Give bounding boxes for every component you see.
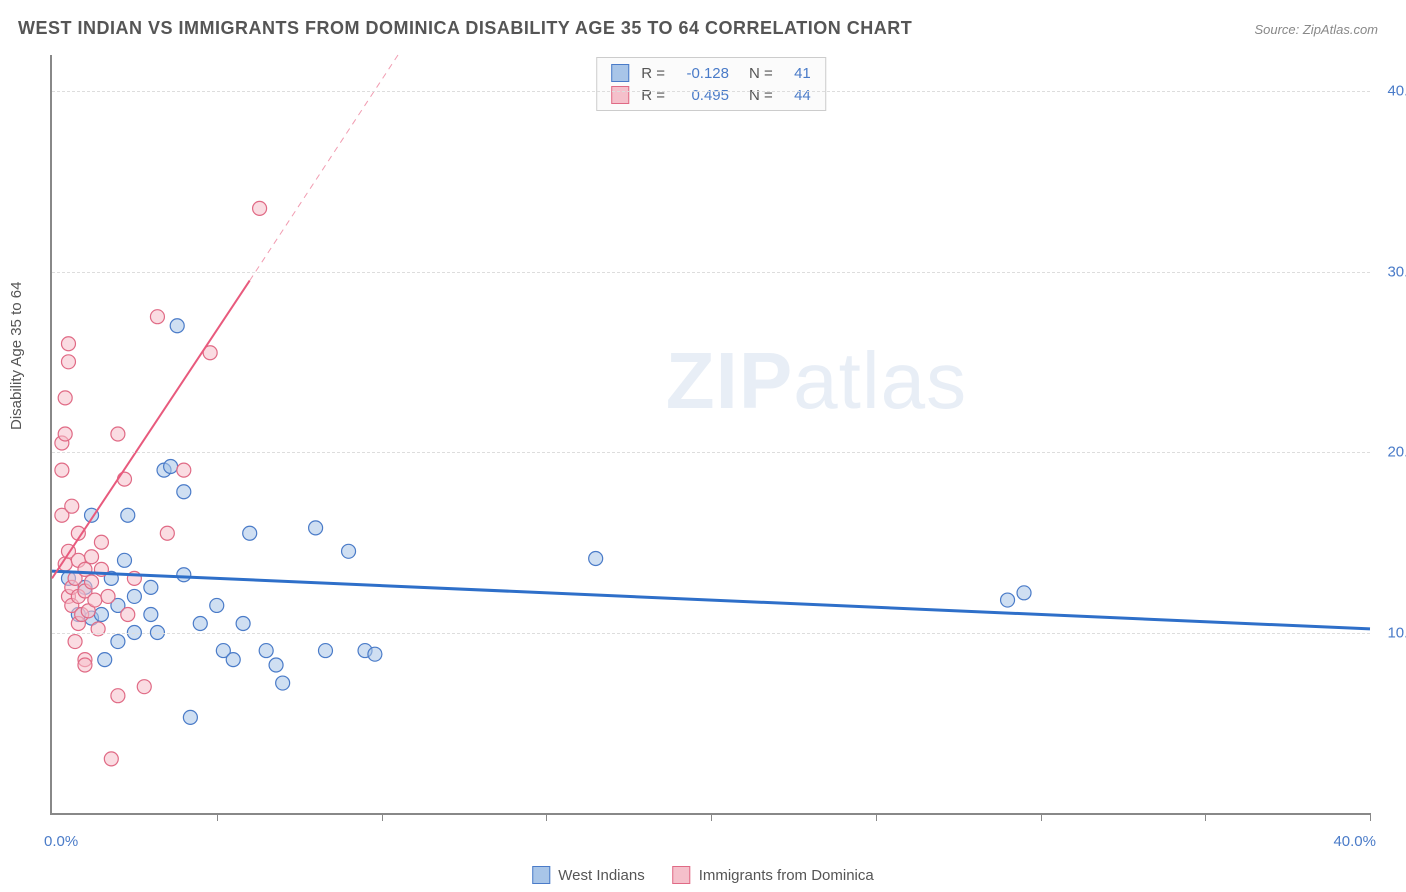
legend-series: West Indians Immigrants from Dominica [532, 866, 873, 884]
x-tick [876, 813, 877, 821]
data-point [121, 607, 135, 621]
data-point [78, 658, 92, 672]
data-point [127, 589, 141, 603]
data-point [91, 622, 105, 636]
data-point [85, 575, 99, 589]
data-point [150, 310, 164, 324]
x-tick [1041, 813, 1042, 821]
data-point [177, 568, 191, 582]
data-point [177, 485, 191, 499]
data-point [55, 463, 69, 477]
data-point [94, 607, 108, 621]
data-point [160, 526, 174, 540]
data-point [1017, 586, 1031, 600]
data-point [144, 607, 158, 621]
data-point [170, 319, 184, 333]
x-tick [1205, 813, 1206, 821]
chart-title: WEST INDIAN VS IMMIGRANTS FROM DOMINICA … [18, 18, 912, 39]
gridline [52, 452, 1370, 453]
data-point [226, 653, 240, 667]
source-label: Source: ZipAtlas.com [1254, 22, 1378, 37]
data-point [368, 647, 382, 661]
y-tick-label: 10.0% [1387, 624, 1406, 641]
data-point [85, 550, 99, 564]
swatch-icon [532, 866, 550, 884]
data-point [137, 680, 151, 694]
data-point [309, 521, 323, 535]
data-point [193, 617, 207, 631]
y-tick-label: 20.0% [1387, 444, 1406, 461]
x-tick [1370, 813, 1371, 821]
data-point [276, 676, 290, 690]
data-point [342, 544, 356, 558]
data-point [117, 472, 131, 486]
data-point [269, 658, 283, 672]
data-point [68, 635, 82, 649]
data-point [183, 710, 197, 724]
legend-item-0: West Indians [532, 866, 644, 884]
plot-area: ZIPatlas R = -0.128 N = 41 R = 0.495 N =… [50, 55, 1370, 815]
data-point [88, 593, 102, 607]
x-tick [217, 813, 218, 821]
data-point [111, 635, 125, 649]
data-point [243, 526, 257, 540]
chart-svg [52, 55, 1370, 813]
data-point [104, 752, 118, 766]
data-point [58, 427, 72, 441]
data-point [1001, 593, 1015, 607]
legend-item-1: Immigrants from Dominica [673, 866, 874, 884]
data-point [236, 617, 250, 631]
gridline [52, 272, 1370, 273]
x-tick-label-min: 0.0% [44, 833, 78, 850]
data-point [177, 463, 191, 477]
legend-label: Immigrants from Dominica [699, 867, 874, 884]
trend-line-pink-dash [250, 55, 398, 281]
data-point [144, 580, 158, 594]
data-point [61, 355, 75, 369]
x-tick [382, 813, 383, 821]
data-point [111, 689, 125, 703]
data-point [101, 589, 115, 603]
data-point [318, 644, 332, 658]
data-point [117, 553, 131, 567]
data-point [65, 499, 79, 513]
x-tick-label-max: 40.0% [1333, 833, 1376, 850]
trend-line-pink [52, 281, 250, 579]
gridline [52, 633, 1370, 634]
data-point [111, 427, 125, 441]
swatch-icon [673, 866, 691, 884]
gridline [52, 91, 1370, 92]
y-tick-label: 40.0% [1387, 83, 1406, 100]
data-point [121, 508, 135, 522]
data-point [589, 552, 603, 566]
data-point [58, 391, 72, 405]
legend-label: West Indians [558, 867, 644, 884]
x-tick [546, 813, 547, 821]
y-axis-label: Disability Age 35 to 64 [8, 282, 25, 430]
data-point [164, 459, 178, 473]
x-tick [711, 813, 712, 821]
data-point [94, 535, 108, 549]
data-point [253, 201, 267, 215]
data-point [98, 653, 112, 667]
data-point [61, 337, 75, 351]
data-point [259, 644, 273, 658]
data-point [210, 598, 224, 612]
y-tick-label: 30.0% [1387, 263, 1406, 280]
